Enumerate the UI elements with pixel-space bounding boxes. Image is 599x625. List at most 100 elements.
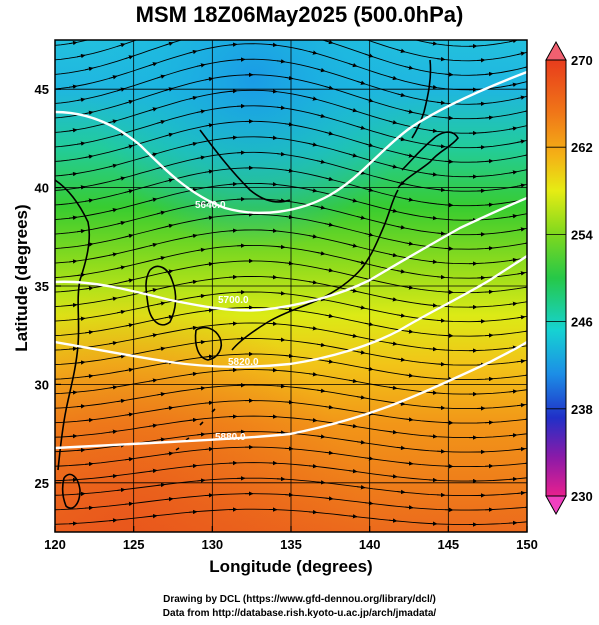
streamline-arrow: [348, 108, 358, 113]
streamline-arrow: [276, 244, 286, 250]
streamline-arrow: [108, 208, 118, 213]
streamline-arrow: [356, 80, 366, 85]
streamline-arrow: [108, 385, 118, 390]
streamline-arrow: [428, 215, 438, 221]
streamline-arrow: [404, 373, 414, 378]
streamline-arrow: [228, 181, 238, 187]
y-tick-label: 40: [35, 181, 49, 196]
contour-5640: [55, 70, 527, 215]
streamline-arrow: [356, 485, 366, 490]
y-tick-label: 30: [35, 377, 49, 392]
streamline-arrow: [508, 476, 518, 482]
streamline-arrow: [196, 201, 206, 207]
streamline-arrow: [149, 18, 157, 21]
streamline-arrow: [508, 301, 518, 307]
streamline-arrow: [316, 67, 326, 73]
streamline-arrow: [364, 53, 374, 58]
streamline-arrow: [277, 14, 285, 15]
streamline-arrow: [276, 430, 286, 435]
streamline-arrow: [516, 183, 526, 188]
streamline-arrow: [148, 197, 158, 202]
streamline-arrow: [308, 50, 318, 55]
streamline-arrow: [148, 513, 158, 519]
streamline-arrow: [284, 122, 294, 127]
streamline-arrow: [324, 176, 334, 182]
streamline-arrow: [76, 447, 86, 453]
streamline-arrow: [156, 437, 166, 442]
streamline-arrow: [116, 309, 126, 315]
colorbar-arrow-bottom: [545, 495, 567, 516]
streamline-arrow: [396, 48, 406, 53]
streamline: [55, 40, 520, 47]
streamline-arrow: [516, 139, 526, 144]
x-tick-label: 125: [123, 537, 145, 552]
streamline-arrow: [308, 142, 318, 147]
streamline-arrow: [196, 109, 206, 114]
streamline-arrow: [124, 55, 134, 60]
streamline-arrow: [316, 205, 326, 210]
streamline-arrow: [188, 279, 198, 285]
streamline-arrow: [444, 246, 454, 251]
streamline-arrow: [164, 451, 174, 456]
streamline-arrow: [196, 339, 206, 345]
streamline-arrow: [356, 260, 366, 265]
streamline-arrow: [196, 247, 206, 253]
streamline-arrow: [188, 325, 198, 331]
streamline-arrow: [428, 390, 438, 395]
streamline-arrow: [108, 252, 118, 257]
streamline-arrow: [164, 41, 174, 46]
streamline-arrow: [317, 23, 325, 25]
streamline-arrow: [196, 478, 206, 483]
streamline-arrow: [388, 385, 398, 391]
streamline-arrow: [508, 257, 518, 263]
streamline-arrow: [356, 395, 366, 400]
streamline-arrow: [124, 99, 134, 105]
streamline-arrow: [68, 215, 78, 220]
streamline-arrow: [84, 110, 94, 116]
streamline-arrow: [188, 49, 198, 55]
streamline-arrow: [508, 82, 518, 87]
streamline-arrow: [116, 354, 126, 359]
streamline-arrow: [428, 303, 438, 308]
streamline-arrow: [388, 252, 398, 258]
streamline-arrow: [348, 153, 358, 158]
streamline-arrow: [428, 172, 438, 177]
streamline-arrow: [364, 232, 374, 237]
streamline-arrow: [444, 202, 454, 208]
streamline-arrow: [308, 463, 318, 469]
streamline-arrow: [516, 271, 526, 276]
streamline-arrow: [124, 323, 134, 328]
streamline-arrow: [316, 388, 326, 393]
streamline-arrow: [348, 198, 358, 203]
streamline-arrow: [388, 518, 398, 523]
streamline-arrow: [516, 95, 526, 100]
streamline-arrow: [516, 446, 526, 452]
streamline-arrow: [108, 75, 118, 80]
streamline: [55, 291, 527, 323]
streamline-arrow: [124, 233, 134, 239]
streamline-arrow: [76, 360, 86, 365]
streamline-arrow: [284, 168, 294, 173]
streamline-arrow: [428, 346, 438, 352]
coast-russia: [199, 129, 291, 203]
streamline-arrow: [444, 72, 454, 77]
streamline-arrow: [324, 268, 334, 273]
streamline-arrow: [68, 433, 78, 439]
x-tick-label: 140: [359, 537, 381, 552]
streamline-arrow: [324, 222, 334, 227]
streamline-arrow: [164, 132, 174, 138]
streamline-arrow: [348, 243, 358, 248]
streamline-arrow: [508, 433, 518, 438]
streamline-arrow: [484, 71, 494, 77]
streamline-arrow: [148, 107, 158, 112]
x-tick-label: 150: [516, 537, 538, 552]
streamline-arrow: [268, 321, 278, 326]
streamline-arrow: [508, 170, 518, 175]
streamline: [55, 43, 527, 91]
coast-china: [55, 179, 91, 471]
streamline-arrow: [108, 119, 118, 124]
streamline-arrow: [76, 185, 86, 190]
streamline-arrow: [356, 350, 366, 355]
streamline-arrow: [84, 373, 94, 379]
streamline-arrow: [316, 342, 326, 348]
